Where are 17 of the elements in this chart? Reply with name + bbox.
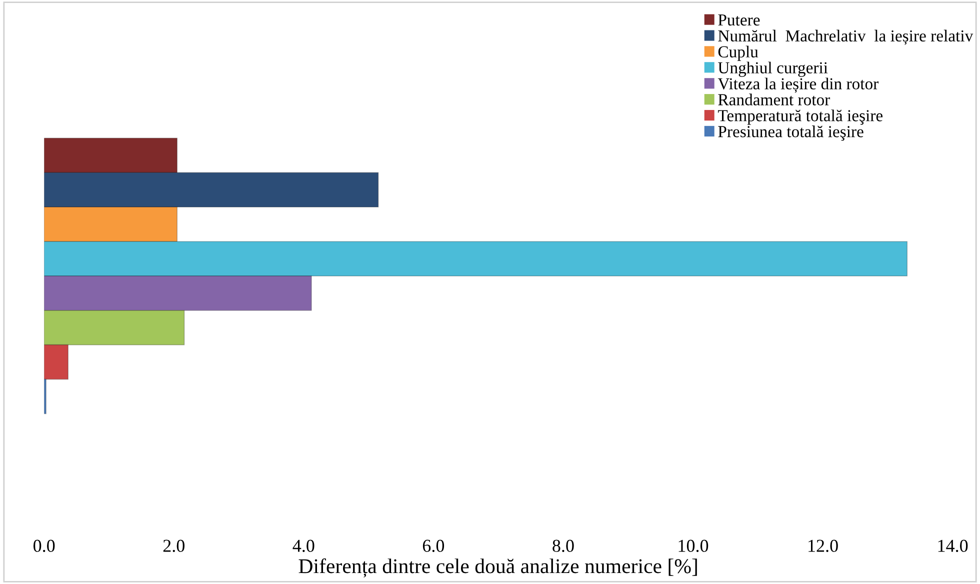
legend-label: Presiunea totală ieşire — [718, 126, 864, 141]
legend-label: Numărul Machrelativ la ieșire relativ — [718, 30, 974, 45]
x-tick-label: 0.0 — [34, 540, 55, 552]
x-tick-label: 14.0 — [938, 540, 968, 552]
legend-label: Cuplu — [718, 46, 758, 61]
x-axis-title: Diferența dintre cele două analize numerice [%] — [298, 558, 697, 578]
x-tick-label: 10.0 — [678, 540, 708, 552]
legend-label: Putere — [718, 14, 760, 26]
x-tick-label: 6.0 — [422, 540, 444, 552]
legend-label: Viteza la ieșire din rotor — [718, 78, 879, 93]
x-tick-label: 8.0 — [552, 540, 574, 552]
legend-label: Temperatură totală ieşire — [718, 110, 883, 125]
x-tick-label: 2.0 — [163, 540, 184, 552]
legend-label: Randament rotor — [718, 94, 830, 106]
x-tick-label: 4.0 — [292, 540, 314, 552]
legend-label: Unghiul curgerii — [718, 62, 828, 77]
x-tick-label: 12.0 — [808, 540, 838, 552]
